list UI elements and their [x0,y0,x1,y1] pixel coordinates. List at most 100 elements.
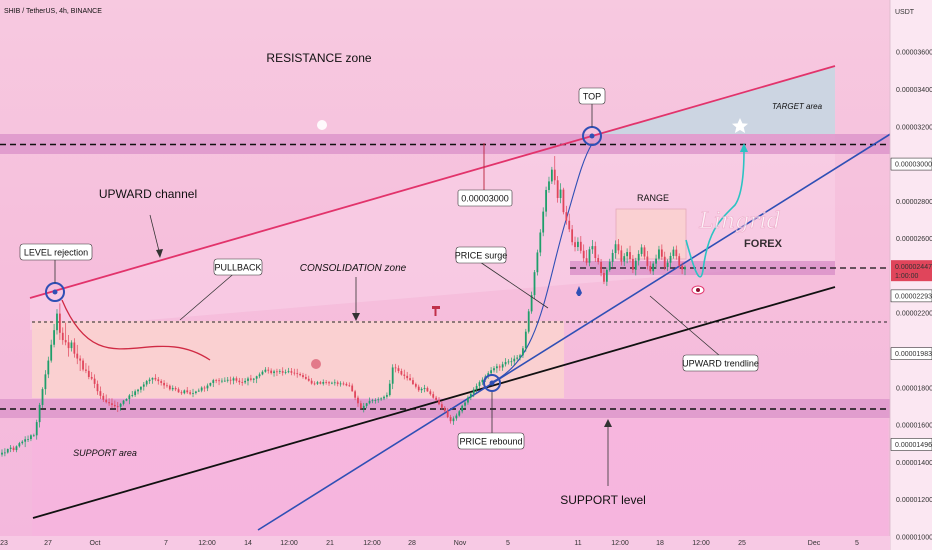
level-tag-box [890,347,932,360]
candle-body [284,372,287,373]
price-rebound-label: PRICE rebound [459,437,522,447]
price-surge-label: PRICE surge [455,251,508,261]
x-tick-label: 28 [408,540,416,547]
candle-body [351,385,354,392]
candle-body [160,381,163,383]
candle-body [585,258,588,263]
candle-body [12,447,15,451]
x-tick-label: 12:00 [198,540,216,547]
watermark-sub: FOREX [744,238,783,250]
candle-body [467,397,469,403]
top-box [578,87,606,105]
pullback-connector [179,269,239,321]
candle-body [574,242,576,248]
candle-body [426,387,429,392]
candle-body [611,253,614,262]
candle-body [238,380,241,383]
price-rebound-box [457,432,525,450]
candle-body [597,258,600,262]
candle-body [579,241,582,251]
candle-body [38,404,41,423]
candle-body [672,249,675,256]
candle-body [435,397,438,400]
candle-body [302,375,304,377]
candle-body [536,252,539,273]
candle-body [681,265,684,270]
candle-body [522,348,524,356]
candle-body [241,382,244,384]
candle-body [255,376,258,379]
candle-body [571,229,574,243]
candle-body [24,439,27,442]
candle-body [189,392,192,394]
x-tick-label: 12:00 [611,540,629,547]
x-tick-label: 12:00 [692,540,710,547]
candle-body [632,258,634,270]
candle-body [478,382,481,386]
candle-body [108,402,110,404]
candle-body [623,256,626,262]
candle-body [391,367,394,384]
watermark-brand: Lingrid [698,209,781,234]
candle-body [18,443,21,447]
candle-body [524,331,527,349]
candle-body [27,439,29,440]
candle-body [510,361,513,363]
candle-body [458,411,461,416]
candle-body [649,265,652,272]
price-rebound-dot [489,380,495,386]
candle-body [102,395,105,400]
candle-body [44,374,47,390]
candle-body [643,247,646,257]
candle-body [663,256,666,267]
candle-body [221,380,223,382]
candle-body [397,368,400,372]
candle-body [96,383,99,392]
candle-body [354,391,356,398]
candle-body [342,383,345,385]
x-tick-label: 14 [244,540,252,547]
candle-body [142,384,145,387]
pullback-box [213,258,263,276]
candle-body [675,249,678,257]
x-tick-label: 21 [326,540,334,547]
candle-body [310,380,313,384]
projection-arrowhead [740,143,748,152]
candle-body [85,369,87,371]
candle-body [359,403,362,409]
candle-body [304,376,307,379]
upward-channel-label: UPWARD channel [99,187,197,201]
candle-body [400,371,403,375]
candle-body [322,382,325,384]
price-surge-box [455,246,507,264]
candle-body [203,387,206,389]
candle-body [154,377,157,380]
candle-body [449,417,452,422]
y-tick-label: 0.00001000 [896,534,932,541]
candle-body [267,369,270,371]
x-tick-label: 18 [656,540,664,547]
candle-body [562,189,565,213]
candle-body [409,378,411,381]
candle-body [209,382,212,386]
candle-body [15,446,18,451]
candle-body [163,382,165,386]
candle-body [212,380,215,383]
candle-body [122,400,125,404]
x-tick-label: 12:00 [280,540,298,547]
candle-body [195,391,197,394]
time-axis [0,536,890,550]
candle-body [684,267,686,270]
candle-body [383,396,385,399]
candle-body [577,241,579,248]
candle-body [70,342,73,349]
upward-trendline-label: UPWARD trendline [682,359,759,369]
candle-body [328,382,330,384]
top-label: TOP [583,92,601,102]
candle-body [6,448,9,453]
candle-body [67,342,70,349]
candle-body [258,374,261,377]
y-tick-label: 0.00001400 [896,460,932,467]
candle-body [423,387,426,389]
